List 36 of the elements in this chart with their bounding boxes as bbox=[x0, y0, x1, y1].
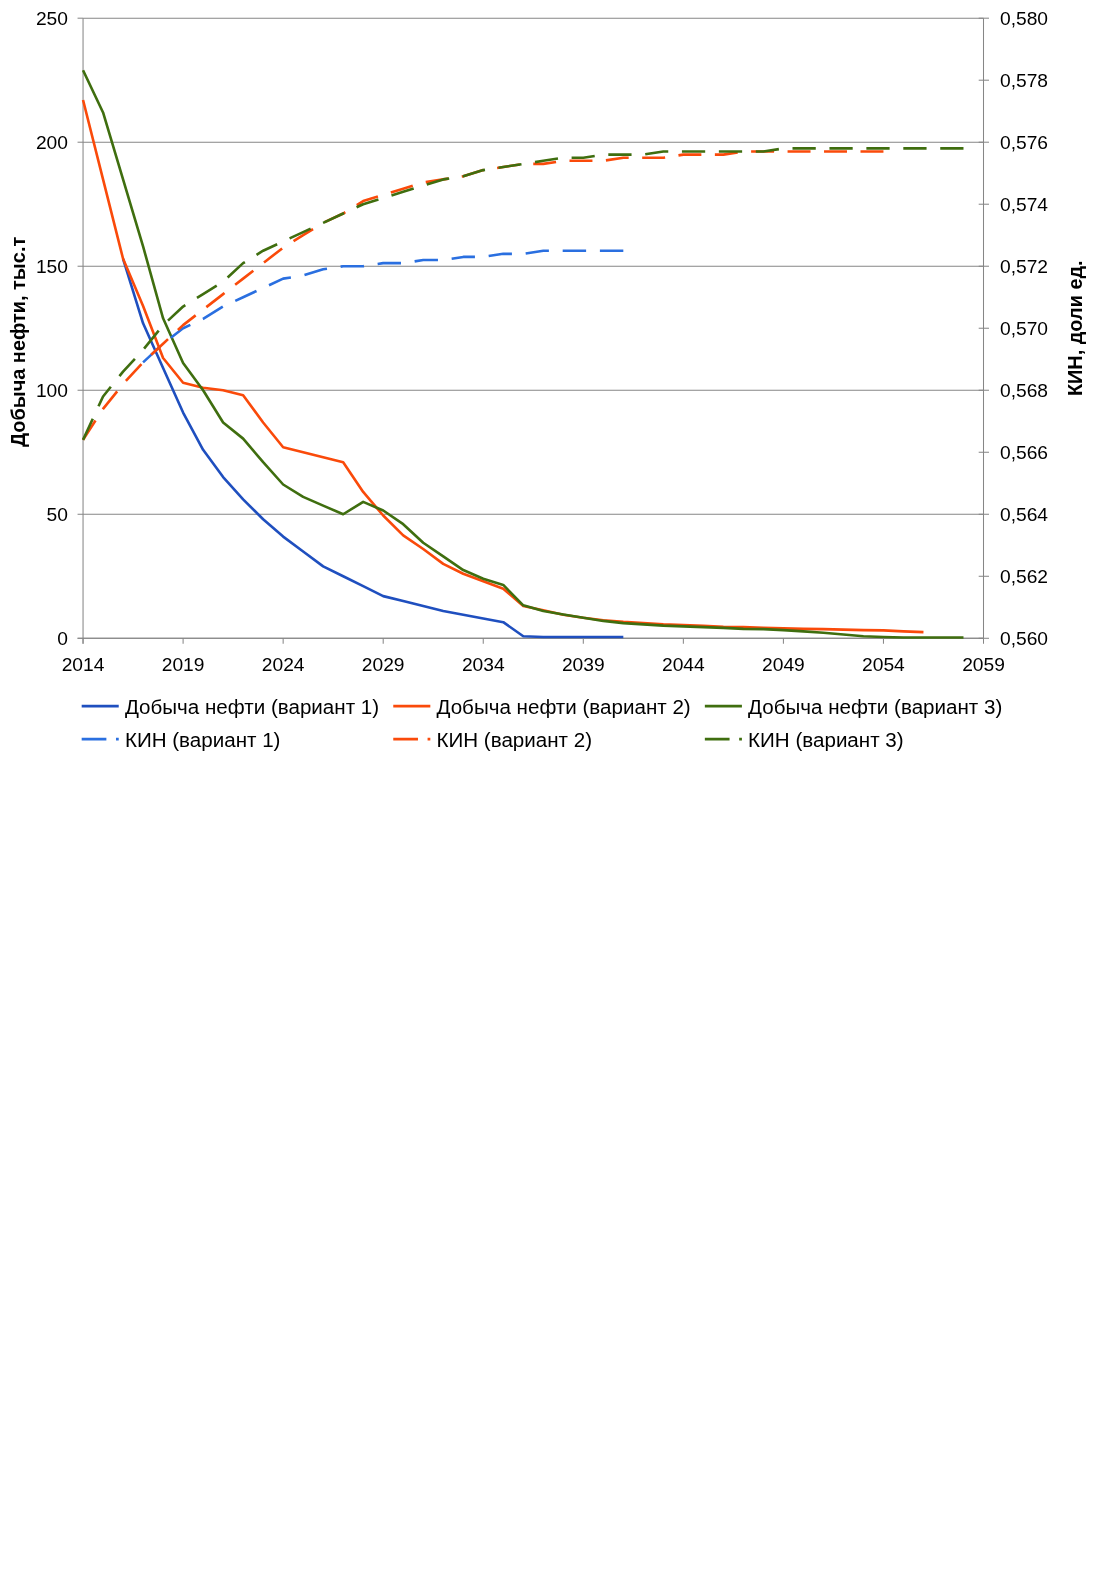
y2-tick-label: 0,576 bbox=[999, 131, 1049, 153]
y2-tick-label: 0,574 bbox=[999, 193, 1049, 215]
legend-label: Добыча нефти (вариант 3) bbox=[748, 694, 1003, 718]
legend-label: Добыча нефти (вариант 1) bbox=[124, 694, 380, 718]
y2-tick-label: 0,578 bbox=[999, 69, 1049, 91]
x-tick-label: 2029 bbox=[361, 653, 405, 675]
y-tick-label: 0 bbox=[57, 627, 68, 649]
y2-tick-label: 0,566 bbox=[999, 441, 1049, 463]
y2-tick-label: 0,572 bbox=[999, 255, 1049, 277]
x-tick-label: 2024 bbox=[261, 653, 305, 675]
line-series bbox=[141, 249, 625, 364]
x-tick-label: 2039 bbox=[561, 653, 605, 675]
legend-label: Добыча нефти (вариант 2) bbox=[436, 694, 691, 718]
y2-tick-label: 0,564 bbox=[999, 503, 1049, 525]
y-tick-label: 150 bbox=[35, 255, 68, 277]
x-tick-label: 2054 bbox=[862, 653, 906, 675]
y-tick-label: 250 bbox=[35, 7, 68, 29]
y-tick-label: 100 bbox=[35, 379, 68, 401]
legend-label: КИН (вариант 2) bbox=[436, 727, 593, 751]
y-axis-title: Добыча нефти, тыс.т bbox=[6, 236, 29, 448]
y2-tick-label: 0,560 bbox=[999, 627, 1049, 649]
x-tick-label: 2049 bbox=[762, 653, 805, 675]
x-tick-label: 2014 bbox=[61, 653, 105, 675]
x-tick-label: 2044 bbox=[661, 653, 706, 675]
y2-tick-label: 0,562 bbox=[999, 565, 1049, 587]
legend-label: КИН (вариант 1) bbox=[124, 727, 281, 751]
y2-tick-label: 0,568 bbox=[999, 379, 1049, 401]
y2-tick-label: 0,570 bbox=[999, 317, 1049, 339]
y-tick-label: 50 bbox=[46, 503, 68, 525]
y2-axis-title: КИН, доли ед. bbox=[1063, 260, 1086, 397]
x-tick-label: 2034 bbox=[461, 653, 505, 675]
x-tick-label: 2059 bbox=[962, 653, 1005, 675]
y-tick-label: 200 bbox=[35, 131, 68, 153]
legend-label: КИН (вариант 3) bbox=[748, 727, 904, 751]
x-tick-label: 2019 bbox=[161, 653, 205, 675]
y2-tick-label: 0,580 bbox=[999, 7, 1049, 29]
